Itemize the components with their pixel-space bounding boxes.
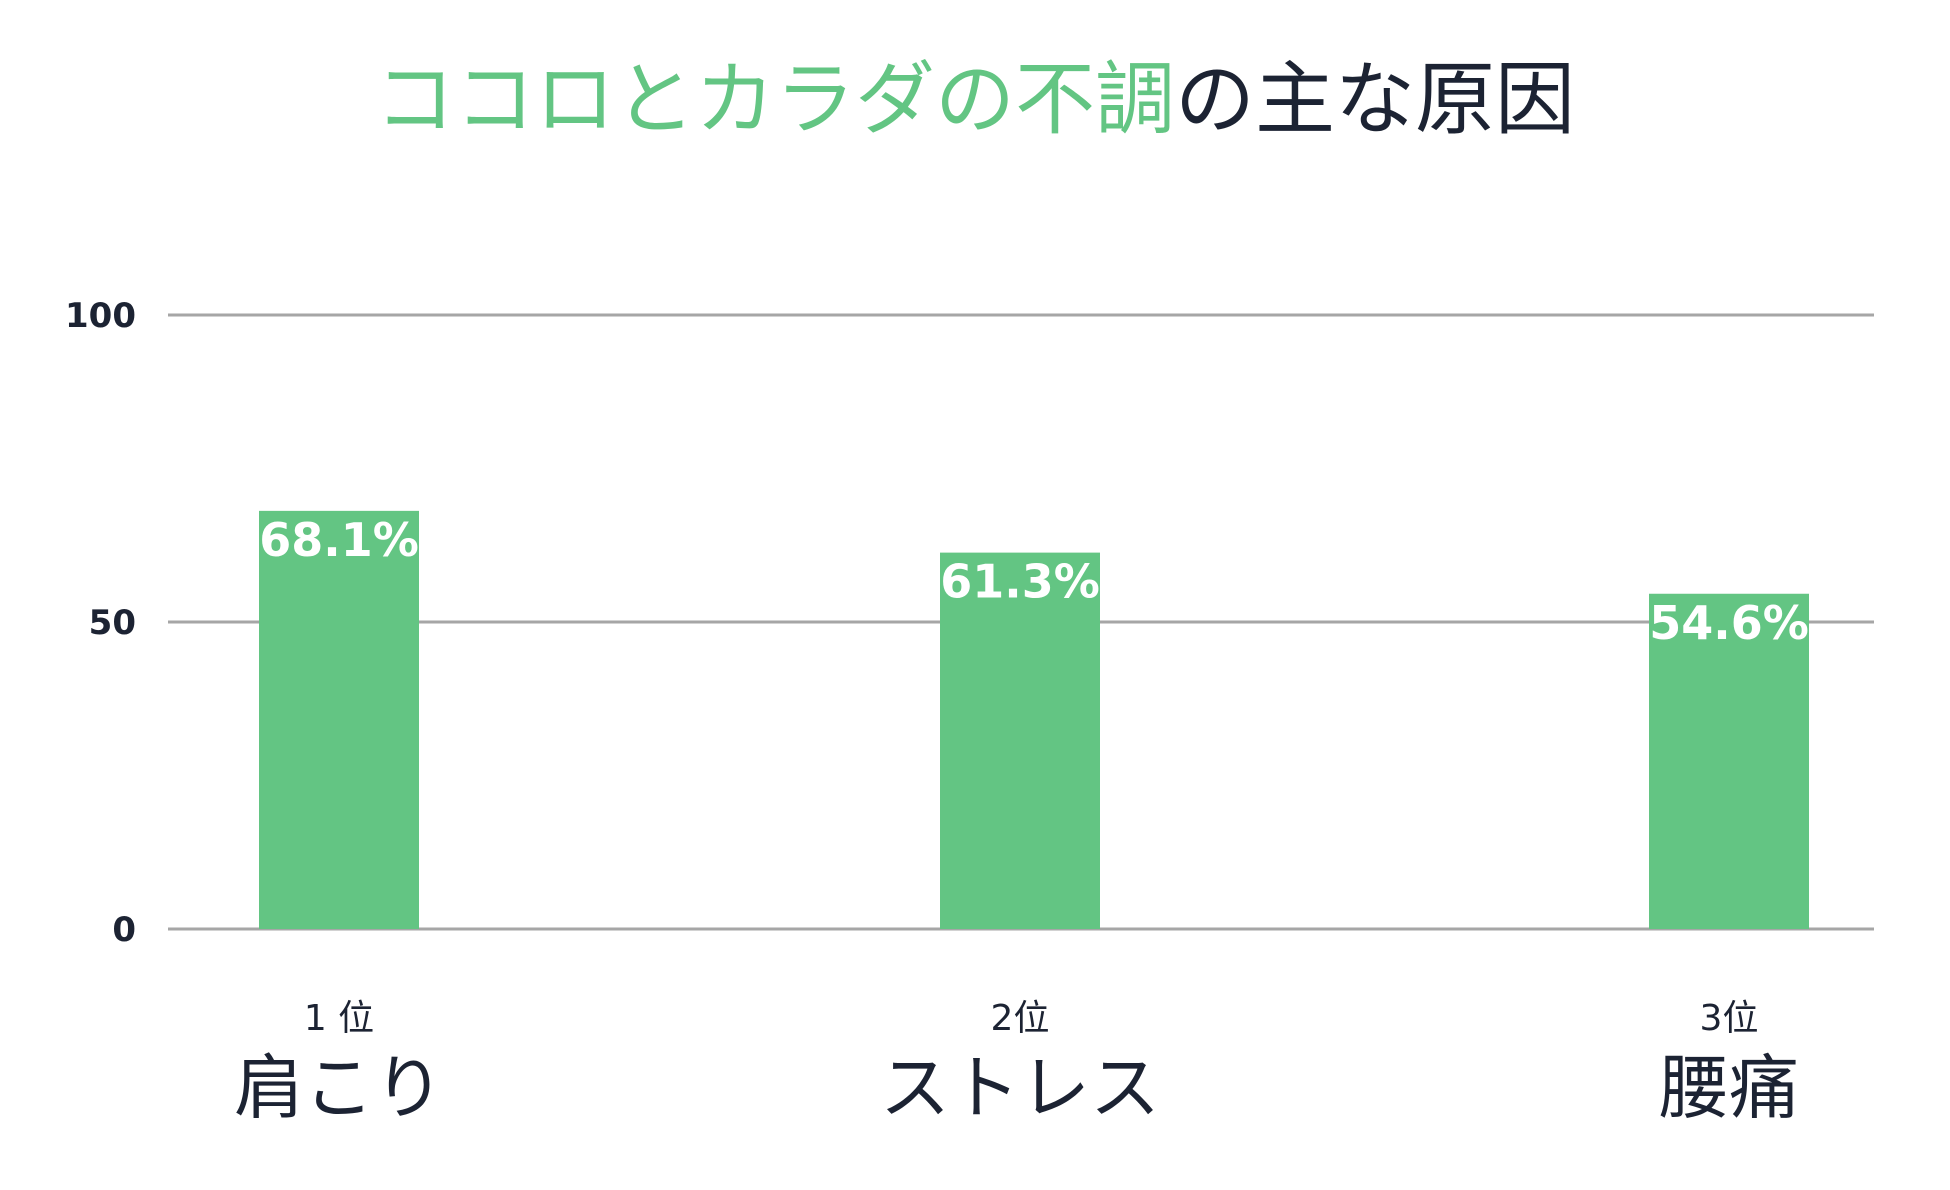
rank-label-3: 3位 [1700,998,1759,1039]
y-tick-label-0: 0 [112,910,136,950]
y-axis-ticks: 0 50 100 [65,296,136,950]
bar-2 [940,552,1100,929]
chart-title-highlight: ココロとカラダの不調 [375,53,1175,146]
category-label-3: 腰痛 [1659,1047,1799,1129]
category-label-1: 肩こり [234,1047,444,1129]
bars: 68.1% 61.3% 54.6% [259,510,1809,929]
rank-label-1: 1 位 [304,998,374,1039]
value-label-1: 68.1% [259,513,419,567]
value-label-2: 61.3% [940,555,1100,609]
category-label-2: ストレス [880,1047,1160,1129]
y-tick-label-100: 100 [65,296,136,336]
chart-title-rest: の主な原因 [1175,53,1575,146]
y-tick-label-50: 50 [89,603,136,643]
value-label-3: 54.6% [1649,596,1809,650]
bar-1 [259,510,419,929]
bar-3 [1649,593,1809,929]
rank-label-2: 2位 [991,998,1050,1039]
chart-title: ココロとカラダの不調の主な原因 [0,52,1950,148]
